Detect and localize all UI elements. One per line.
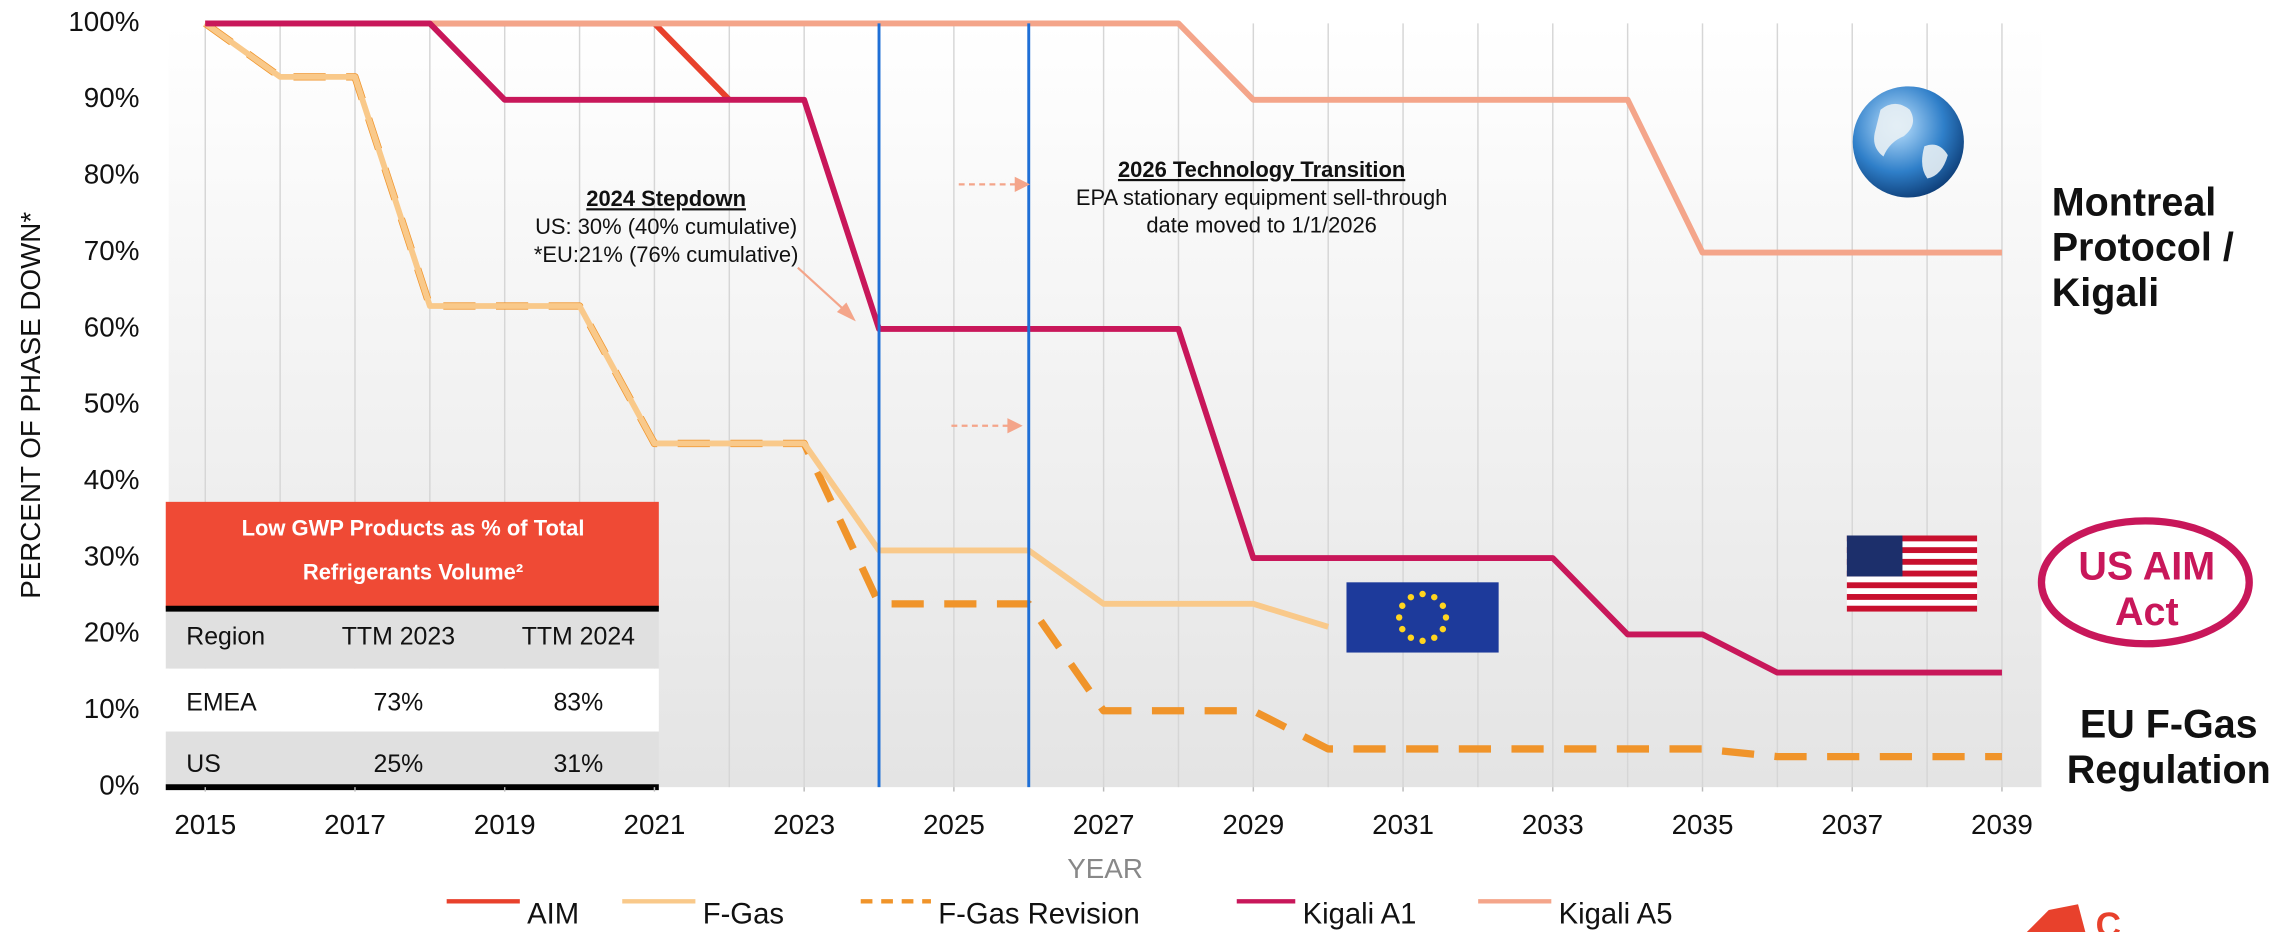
x-tick-label: 2033 <box>1522 809 1584 840</box>
globe-icon <box>1853 86 1964 197</box>
annotation-text: US: 30% (40% cumulative) <box>535 214 797 239</box>
y-tick-label: 50% <box>84 388 140 419</box>
region-label: Montreal <box>2052 180 2217 224</box>
svg-text:C: C <box>2096 906 2121 932</box>
region-label: US AIM <box>2078 545 2215 589</box>
y-tick-label: 100% <box>68 6 139 37</box>
legend-label: Kigali A5 <box>1559 899 1673 931</box>
x-tick-label: 2021 <box>624 809 686 840</box>
chart: C Low GWP Products as % of Total Refriger… <box>0 0 2295 932</box>
annotation-text: date moved to 1/1/2026 <box>1146 213 1377 238</box>
table-header: TTM 2024 <box>522 622 635 650</box>
region-label: Kigali <box>2052 271 2160 315</box>
eu-star <box>1396 614 1402 620</box>
eu-star <box>1419 591 1425 597</box>
eu-star <box>1408 634 1414 640</box>
x-axis-label: YEAR <box>1067 853 1143 884</box>
table-cell: 73% <box>374 688 424 716</box>
x-tick-label: 2027 <box>1073 809 1135 840</box>
table-cell: US <box>186 750 221 778</box>
y-tick-label: 10% <box>84 693 140 724</box>
y-tick-label: 40% <box>84 464 140 495</box>
logo: C <box>2027 904 2121 932</box>
y-axis-label: PERCENT OF PHASE DOWN* <box>15 212 46 599</box>
eu-star <box>1440 626 1446 632</box>
annotation-text: EPA stationary equipment sell-through <box>1076 185 1448 210</box>
annotation-text: *EU:21% (76% cumulative) <box>534 242 799 267</box>
legend-label: F-Gas Revision <box>938 899 1140 931</box>
legend-label: Kigali A1 <box>1303 899 1417 931</box>
table-header: Region <box>186 622 265 650</box>
x-tick-label: 2023 <box>773 809 835 840</box>
region-label: Protocol / <box>2052 226 2234 270</box>
table-cell: 31% <box>553 750 603 778</box>
x-tick-label: 2039 <box>1971 809 2033 840</box>
table-cell: EMEA <box>186 688 257 716</box>
y-tick-label: 20% <box>84 617 140 648</box>
y-tick-label: 0% <box>99 769 139 800</box>
x-tick-label: 2037 <box>1821 809 1883 840</box>
x-tick-label: 2035 <box>1672 809 1734 840</box>
x-tick-label: 2029 <box>1222 809 1284 840</box>
x-tick-label: 2025 <box>923 809 985 840</box>
annotation-title: 2024 Stepdown <box>586 186 746 211</box>
eu-star <box>1440 603 1446 609</box>
eu-star <box>1399 626 1405 632</box>
y-tick-label: 30% <box>84 540 140 571</box>
x-tick-label: 2031 <box>1372 809 1434 840</box>
eu-star <box>1419 638 1425 644</box>
us-flag-icon <box>1847 535 1977 611</box>
table-header: TTM 2023 <box>342 622 455 650</box>
eu-star <box>1431 634 1437 640</box>
y-tick-label: 90% <box>84 82 140 113</box>
eu-star <box>1399 603 1405 609</box>
annotation-title: 2026 Technology Transition <box>1118 157 1405 182</box>
y-tick-label: 70% <box>84 235 140 266</box>
table-cell: 83% <box>553 688 603 716</box>
x-tick-label: 2017 <box>324 809 386 840</box>
x-tick-label: 2019 <box>474 809 536 840</box>
y-tick-label: 60% <box>84 311 140 342</box>
region-label: Regulation <box>2067 748 2271 792</box>
table-title: Low GWP Products as % of Total <box>242 515 585 540</box>
y-tick-label: 80% <box>84 159 140 190</box>
table-cell: 25% <box>374 750 424 778</box>
table-title: Refrigerants Volume² <box>303 559 523 584</box>
x-tick-label: 2015 <box>174 809 236 840</box>
eu-star <box>1408 594 1414 600</box>
eu-flag-icon <box>1346 582 1498 652</box>
eu-star <box>1431 594 1437 600</box>
region-label: EU F-Gas <box>2080 703 2258 747</box>
legend-label: AIM <box>527 899 579 931</box>
region-label: Act <box>2115 590 2179 634</box>
legend-label: F-Gas <box>703 899 784 931</box>
eu-star <box>1443 614 1449 620</box>
